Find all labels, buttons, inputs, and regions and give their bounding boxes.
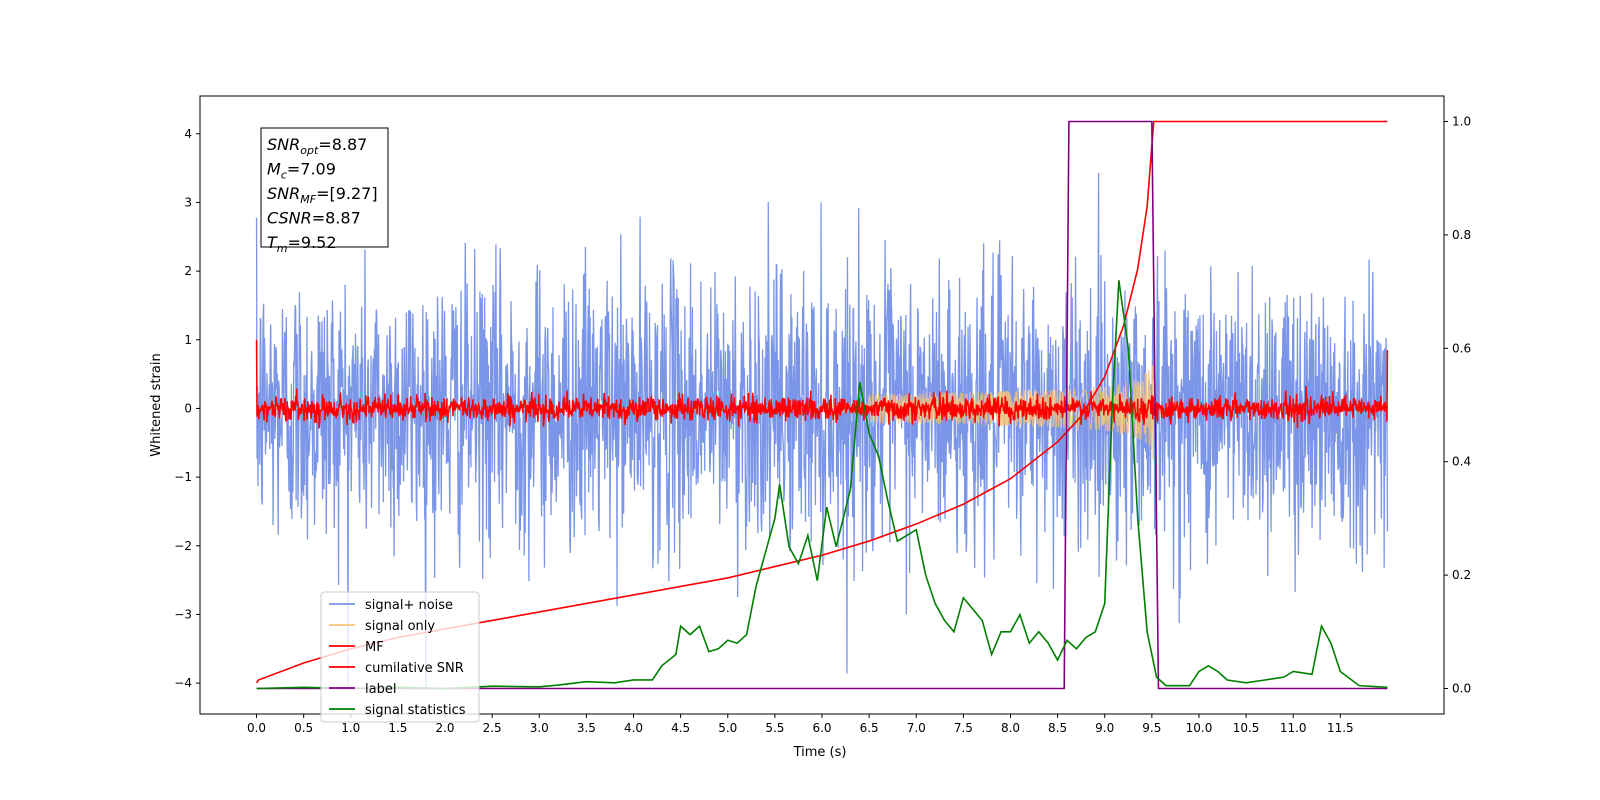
info-line-mc: Mc=7.09	[267, 160, 336, 182]
x-tick-label: 0.5	[294, 721, 313, 735]
x-tick-label: 8.5	[1048, 721, 1067, 735]
legend-label: MF	[365, 640, 384, 655]
y-tick-label: −3	[174, 607, 192, 621]
legend-label: cumilative SNR	[365, 661, 464, 676]
y-tick-label: −1	[174, 470, 192, 484]
x-tick-label: 6.5	[860, 721, 879, 735]
x-tick-label: 3.0	[530, 721, 549, 735]
legend: signal+ noise signal only MF cumilative SNR…	[320, 591, 480, 723]
info-line-tm: Tm=9.52	[267, 233, 337, 255]
y2-tick-label: 0.6	[1452, 341, 1471, 355]
y-tick-label: 1	[184, 333, 192, 347]
x-tick-label: 5.5	[765, 721, 784, 735]
x-axis-label: Time (s)	[793, 745, 847, 760]
y-tick-label: 3	[184, 195, 192, 209]
x-tick-label: 11.5	[1327, 721, 1354, 735]
series-label	[256, 120, 1388, 690]
legend-frame	[320, 591, 480, 723]
series-mf	[255, 339, 1389, 429]
legend-label: label	[365, 682, 396, 697]
y-tick-label: −2	[174, 539, 192, 553]
y2-axis-ticks: 1.0 0.8 0.6 0.4 0.2 0.0	[1444, 115, 1471, 695]
y2-tick-label: 1.0	[1452, 115, 1471, 129]
x-tick-label: 10.0	[1186, 721, 1213, 735]
info-box-frame	[260, 127, 389, 248]
x-tick-label: 1.5	[388, 721, 407, 735]
legend-label: signal statistics	[365, 703, 466, 718]
legend-item-label: label	[329, 682, 396, 697]
y2-tick-label: 0.0	[1452, 681, 1471, 695]
y2-tick-label: 0.8	[1452, 228, 1471, 242]
x-tick-label: 9.5	[1142, 721, 1161, 735]
x-tick-label: 4.0	[624, 721, 643, 735]
y-tick-label: 4	[184, 127, 192, 141]
legend-item-mf: MF	[329, 640, 384, 655]
legend-item-signal-noise: signal+ noise	[329, 598, 453, 613]
x-tick-label: 6.0	[812, 721, 831, 735]
x-tick-label: 9.0	[1095, 721, 1114, 735]
y-tick-label: 2	[184, 264, 192, 278]
legend-label: signal only	[365, 619, 435, 634]
info-line-csnr: CSNR=8.87	[267, 209, 361, 228]
y-axis-ticks: 4 3 2 1 0 −1 −2 −3 −4	[174, 127, 200, 690]
legend-label: signal+ noise	[365, 598, 453, 613]
x-tick-label: 4.5	[671, 721, 690, 735]
series-signal-noise	[255, 172, 1389, 687]
series-signal-statistics	[256, 280, 1388, 690]
legend-item-signal-statistics: signal statistics	[329, 703, 466, 718]
x-tick-label: 10.5	[1233, 721, 1260, 735]
x-tick-label: 0.0	[247, 721, 266, 735]
y-axis-label: Whitened strain	[149, 353, 164, 456]
y2-tick-label: 0.2	[1452, 568, 1471, 582]
x-tick-label: 2.5	[483, 721, 502, 735]
x-axis-ticks: 0.0 0.5 1.0 1.5 2.0 2.5 3.0 3.5 4.0 4.5 5.0 5.5 6.0 6…	[247, 714, 1354, 735]
x-tick-label: 5.0	[718, 721, 737, 735]
x-tick-label: 1.0	[341, 721, 360, 735]
y-tick-label: 0	[184, 401, 192, 415]
info-line-snrmf: SNRMF=[9.27]	[267, 184, 378, 206]
x-tick-label: 2.0	[435, 721, 454, 735]
x-tick-label: 7.5	[954, 721, 973, 735]
legend-item-cumilative-snr: cumilative SNR	[329, 661, 464, 676]
y-tick-label: −4	[174, 676, 192, 690]
x-tick-label: 8.0	[1001, 721, 1020, 735]
x-tick-label: 11.0	[1280, 721, 1307, 735]
legend-item-signal-only: signal only	[329, 619, 435, 634]
info-line-snropt: SNRopt=8.87	[267, 135, 367, 157]
x-tick-label: 7.0	[907, 721, 926, 735]
x-tick-label: 3.5	[577, 721, 596, 735]
y2-tick-label: 0.4	[1452, 455, 1471, 469]
